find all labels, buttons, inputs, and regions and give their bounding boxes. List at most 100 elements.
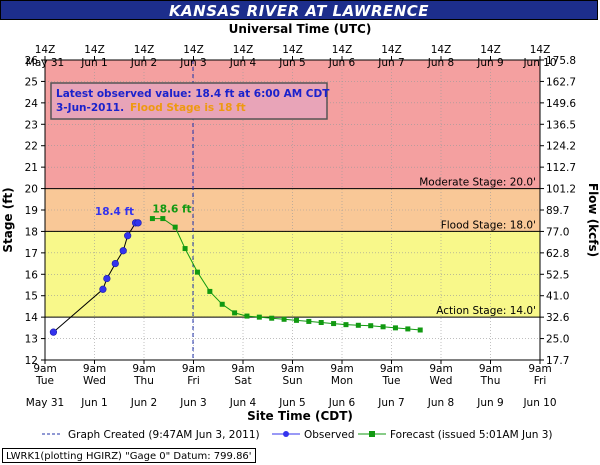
top-tick-date: Jun 6 <box>328 57 356 69</box>
forecast-point <box>318 320 324 325</box>
bottom-tick-label: 9am <box>182 363 205 375</box>
bottom-tick-label: 9am <box>330 363 353 375</box>
left-tick-label: 15 <box>25 291 38 303</box>
left-tick-label: 20 <box>25 184 38 196</box>
legend-observed: Observed <box>304 429 355 441</box>
forecast-point <box>417 327 423 333</box>
annotation-box: Latest observed value: 18.4 ft at 6:00 A… <box>50 82 330 120</box>
annotation-line1: Latest observed value: 18.4 ft at 6:00 A… <box>56 88 330 100</box>
stage-threshold-lines: Moderate Stage: 20.0' Flood Stage: 18.0' A… <box>45 177 540 318</box>
forecast-point <box>172 224 178 230</box>
right-tick-label: 124.2 <box>546 141 576 153</box>
bottom-tick-label: Sat <box>234 375 251 387</box>
bottom-tick-label: 9am <box>380 363 403 375</box>
bottom-tick-label: Thu <box>480 375 501 387</box>
bottom-tick-date: Jun 3 <box>179 397 206 409</box>
bottom-tick-label: 9am <box>429 363 452 375</box>
data-series: 18.4 ft 18.6 ft <box>49 204 423 336</box>
bottom-tick-date: Jun 7 <box>377 397 404 409</box>
observed-point <box>124 232 132 240</box>
left-axis-title: Stage (ft) <box>1 187 15 252</box>
legend-forecast: Forecast (issued 5:01AM Jun 3) <box>390 429 553 441</box>
right-tick-label: 77.0 <box>546 226 569 238</box>
bottom-tick-label: 9am <box>83 363 106 375</box>
bottom-tick-label: Tue <box>382 375 401 387</box>
bottom-axis-title: Site Time (CDT) <box>247 409 353 423</box>
bottom-tick-label: Sun <box>283 375 303 387</box>
bottom-tick-label: 9am <box>231 363 254 375</box>
right-axis-ticks: 17.7 25.0 32.6 41.0 52.5 62.8 77.0 89.7 101.2 112… <box>540 55 576 367</box>
right-tick-label: 17.7 <box>546 355 569 367</box>
forecast-point <box>269 315 275 321</box>
bottom-tick-date: Jun 4 <box>229 397 257 409</box>
forecast-peak-label: 18.6 ft <box>152 204 191 216</box>
forecast-point <box>244 313 250 319</box>
forecast-point <box>281 316 287 322</box>
bottom-tick-date: Jun 9 <box>476 397 503 409</box>
annotation-date: 3-Jun-2011. <box>56 102 124 114</box>
observed-peak-label: 18.4 ft <box>95 206 134 218</box>
title-bar: KANSAS RIVER AT LAWRENCE <box>0 0 598 20</box>
forecast-point <box>306 318 312 324</box>
top-tick-date: Jun 5 <box>278 57 305 69</box>
stage-line-label: Flood Stage: 18.0' <box>441 219 536 231</box>
left-tick-label: 26 <box>25 55 39 67</box>
top-tick-label: 14Z <box>134 44 155 56</box>
forecast-point <box>207 288 213 294</box>
top-axis-title: Universal Time (UTC) <box>229 22 372 36</box>
top-tick-label: 14Z <box>282 44 303 56</box>
forecast-point <box>232 310 238 316</box>
left-axis-ticks: 12 13 14 15 16 17 18 19 20 21 22 23 24 25 26 <box>25 55 45 367</box>
legend-observed-marker <box>283 431 289 437</box>
bottom-tick-label: 9am <box>479 363 502 375</box>
top-tick-date: Jun 4 <box>229 57 257 69</box>
left-tick-label: 21 <box>25 162 38 174</box>
top-tick-label: 14Z <box>183 44 204 56</box>
forecast-point <box>194 269 200 275</box>
left-tick-label: 14 <box>25 312 39 324</box>
left-tick-label: 23 <box>25 119 38 131</box>
top-tick-label: 14Z <box>332 44 353 56</box>
left-tick-label: 18 <box>25 226 38 238</box>
right-tick-label: 62.8 <box>546 248 569 260</box>
right-tick-label: 149.6 <box>546 98 576 110</box>
chart-title: KANSAS RIVER AT LAWRENCE <box>168 2 430 20</box>
forecast-point <box>149 216 155 222</box>
top-tick-label: 14Z <box>233 44 254 56</box>
left-tick-label: 16 <box>25 269 39 281</box>
bottom-tick-label: 9am <box>528 363 551 375</box>
right-tick-label: 25.0 <box>546 334 569 346</box>
right-tick-label: 101.2 <box>546 184 576 196</box>
bottom-tick-label: Wed <box>83 375 106 387</box>
bottom-tick-label: Fri <box>187 375 200 387</box>
right-tick-label: 89.7 <box>546 205 569 217</box>
observed-point <box>111 259 119 268</box>
forecast-point <box>405 326 411 332</box>
right-tick-label: 136.5 <box>546 119 576 131</box>
forecast-point <box>219 301 225 307</box>
bottom-tick-label: Fri <box>534 375 547 387</box>
bottom-tick-date: May 31 <box>26 397 64 409</box>
forecast-point <box>355 322 361 328</box>
observed-point <box>49 328 58 336</box>
forecast-point <box>293 317 299 323</box>
legend-forecast-marker <box>369 431 375 437</box>
right-tick-label: 52.5 <box>546 269 569 281</box>
top-tick-date: Jun 3 <box>179 57 206 69</box>
bottom-tick-date: Jun 10 <box>522 397 556 409</box>
forecast-point <box>331 321 337 327</box>
stage-line-label: Moderate Stage: 20.0' <box>419 177 536 189</box>
top-tick-label: 14Z <box>431 44 452 56</box>
observed-point <box>103 274 111 283</box>
top-tick-date: Jun 8 <box>427 57 454 69</box>
top-tick-label: 14Z <box>480 44 501 56</box>
forecast-point <box>380 324 386 330</box>
top-tick-date: Jun 7 <box>377 57 404 69</box>
stage-line-label: Action Stage: 14.0' <box>436 305 536 317</box>
right-tick-label: 41.0 <box>546 291 569 303</box>
left-tick-label: 24 <box>25 98 39 110</box>
top-tick-label: 14Z <box>530 44 551 56</box>
